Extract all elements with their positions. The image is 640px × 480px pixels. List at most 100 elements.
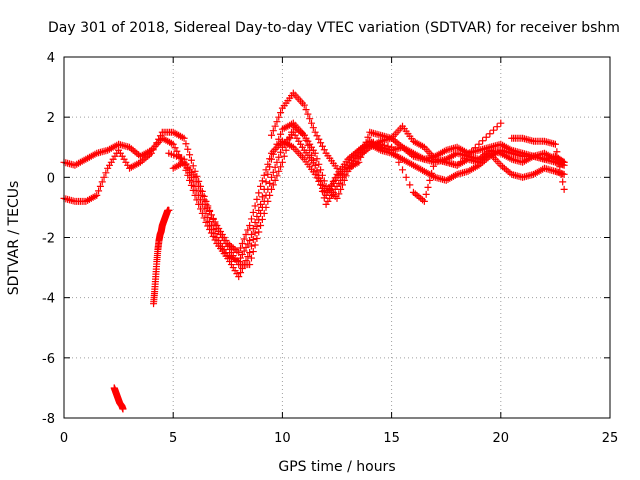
data-point	[269, 168, 277, 176]
data-point	[366, 137, 374, 145]
data-point	[269, 181, 277, 189]
data-point	[182, 140, 190, 148]
data-point	[197, 187, 204, 195]
data-point	[249, 236, 257, 244]
data-point	[267, 173, 275, 181]
data-point	[262, 166, 270, 174]
data-point	[155, 135, 163, 143]
data-point	[306, 146, 314, 154]
data-point	[187, 181, 195, 189]
data-point	[442, 158, 450, 166]
data-point	[557, 170, 565, 178]
data-point	[93, 191, 101, 199]
data-point	[186, 151, 194, 159]
data-point	[317, 166, 325, 174]
data-point	[262, 178, 270, 186]
data-point	[246, 261, 254, 269]
data-point	[255, 206, 263, 214]
data-point	[560, 158, 568, 166]
data-point	[277, 163, 285, 171]
data-point	[187, 156, 195, 164]
data-point	[204, 213, 212, 221]
data-point	[257, 221, 265, 229]
data-point	[280, 152, 288, 160]
data-point	[315, 135, 323, 143]
data-point	[271, 176, 279, 184]
data-point	[251, 202, 259, 210]
data-point	[211, 218, 219, 226]
data-point	[420, 197, 428, 205]
data-point	[311, 161, 319, 169]
data-point	[497, 119, 505, 127]
data-point	[244, 226, 252, 234]
axes: 0 5 10 15 20 25 -8 -6 -4 -2 0 2 4	[42, 51, 618, 446]
x-tick-label: 0	[60, 431, 68, 446]
data-point	[206, 207, 214, 215]
data-point	[253, 212, 261, 220]
data-point	[278, 158, 286, 166]
data-point	[560, 185, 568, 193]
x-axis-label: GPS time / hours	[278, 459, 395, 475]
data-point	[189, 162, 197, 170]
data-point	[273, 172, 281, 180]
data-point	[311, 128, 319, 136]
data-point	[266, 179, 274, 187]
data-point	[422, 190, 430, 198]
data-point	[202, 200, 210, 208]
data-point	[380, 141, 388, 149]
data-point	[246, 249, 254, 257]
data-point	[202, 218, 210, 226]
data-point	[318, 171, 326, 179]
data-point	[453, 161, 461, 169]
data-point	[96, 182, 104, 190]
data-point	[247, 254, 255, 262]
data-point	[308, 119, 316, 127]
data-point	[373, 139, 381, 147]
data-point	[246, 221, 254, 229]
data-point	[237, 254, 245, 262]
x-tick-label: 15	[383, 431, 400, 446]
data-point	[309, 156, 317, 164]
data-point	[207, 211, 215, 219]
data-point	[288, 128, 295, 136]
data-point	[302, 136, 310, 144]
data-point	[315, 177, 323, 185]
data-point	[277, 148, 285, 156]
data-point	[364, 133, 372, 141]
data-point	[435, 156, 443, 164]
data-point	[457, 158, 465, 166]
data-point	[426, 176, 434, 184]
plot-frame	[63, 56, 611, 419]
data-point	[119, 405, 127, 413]
data-point	[237, 244, 245, 252]
grid	[64, 57, 610, 418]
data-point	[304, 141, 312, 149]
data-point	[315, 160, 323, 168]
data-point	[211, 229, 219, 237]
data-point	[317, 181, 325, 189]
data-point	[475, 140, 483, 148]
data-point	[273, 118, 281, 126]
y-tick-label: 0	[47, 171, 55, 186]
data-point	[253, 222, 261, 230]
data-point	[277, 130, 285, 138]
data-point	[204, 204, 212, 212]
data-point	[193, 178, 201, 186]
data-point	[235, 258, 243, 266]
data-point	[308, 151, 316, 159]
data-point	[479, 137, 487, 145]
data-point	[266, 191, 274, 199]
data-point	[486, 130, 494, 138]
data-point	[235, 249, 243, 257]
data-point	[209, 214, 217, 222]
data-point	[355, 158, 363, 166]
data-point	[428, 169, 436, 177]
y-tick-label: -8	[42, 412, 55, 427]
data-point	[335, 190, 343, 198]
data-point	[264, 197, 272, 205]
data-point	[262, 203, 270, 211]
data-point	[238, 251, 246, 259]
data-point	[249, 224, 257, 232]
data-point	[266, 155, 274, 163]
